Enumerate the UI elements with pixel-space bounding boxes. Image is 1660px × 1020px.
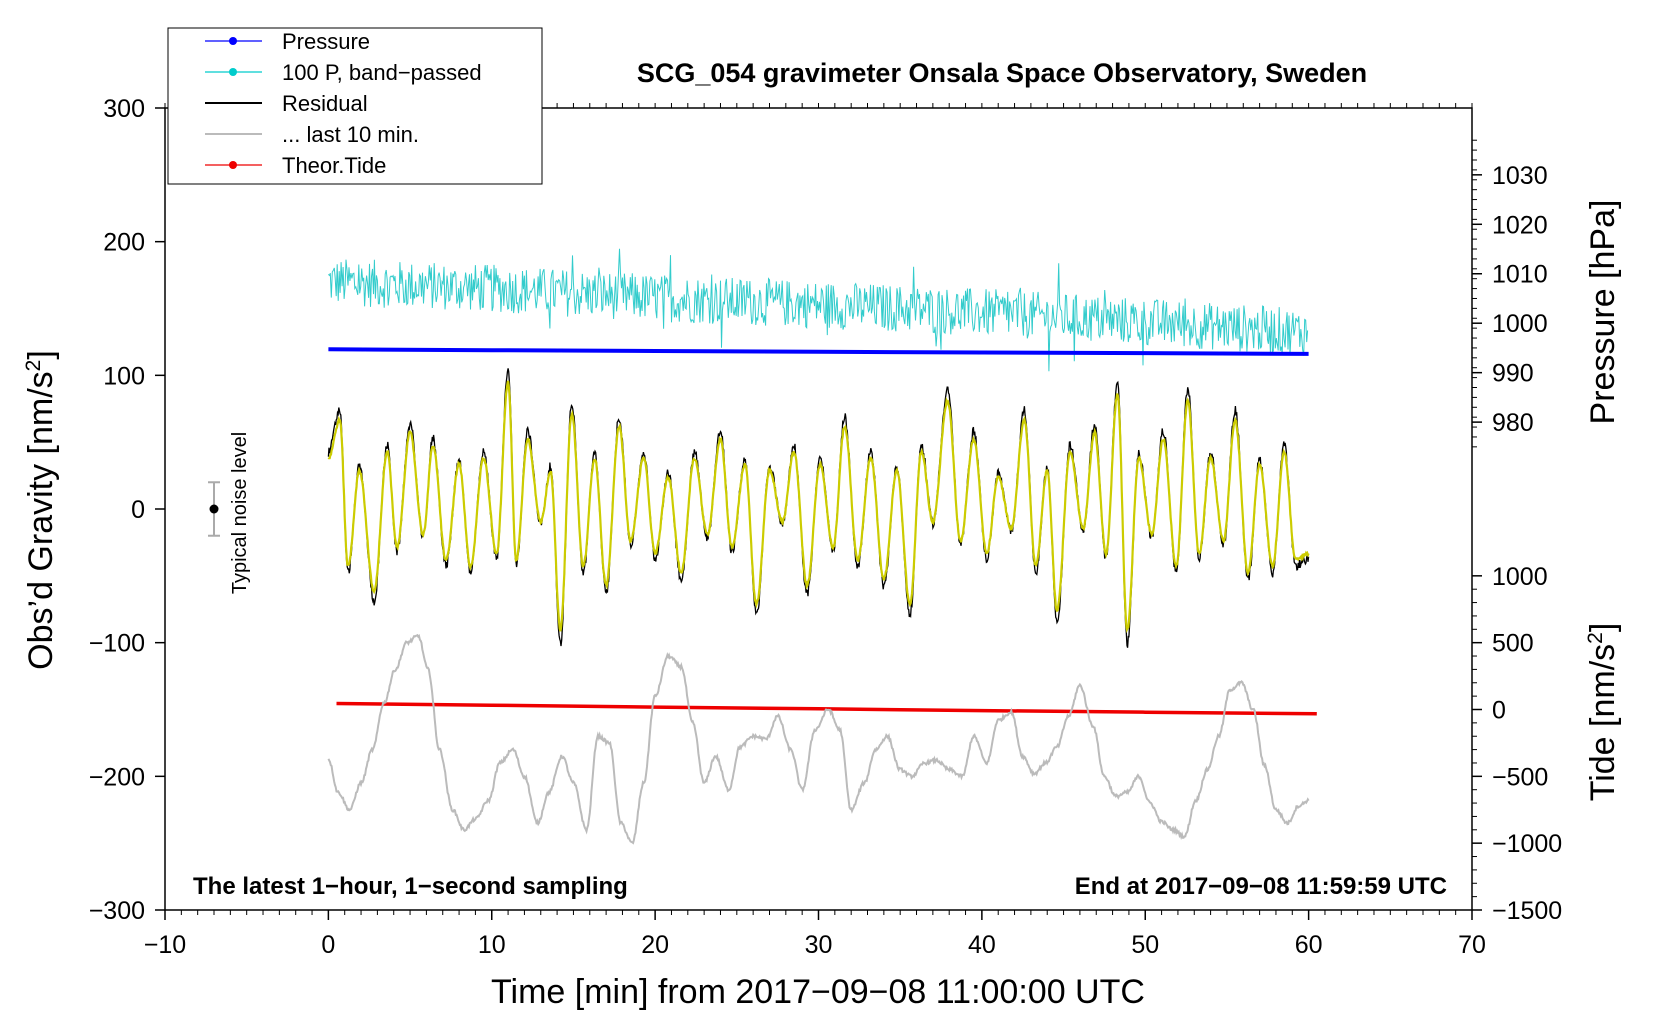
- y-axis-ticks: −300 −200 −100 0 100 200 300: [89, 95, 165, 925]
- last-10-min-line: [327, 633, 1310, 845]
- tide-tick-label: −1500: [1492, 897, 1562, 925]
- y-tick-label: −100: [89, 630, 145, 658]
- residual-line: [327, 368, 1310, 648]
- smoothed-residual-line: [327, 380, 1310, 634]
- tide-axis-ticks: −1500 −1000 −500 0 500 1000: [1472, 563, 1562, 925]
- legend-marker: [229, 37, 237, 45]
- x-tick-label: 10: [478, 931, 506, 959]
- tide-tick-label: −500: [1492, 763, 1548, 791]
- tide-axis-title-close: ]: [1584, 623, 1622, 632]
- pressure-axis-ticks: 980 990 1000 1010 1020 1030: [1472, 139, 1548, 448]
- band-passed-pressure-line: [328, 248, 1309, 372]
- x-tick-label: 40: [968, 931, 996, 959]
- x-tick-label: 70: [1458, 931, 1486, 959]
- x-tick-label: 30: [805, 931, 833, 959]
- y-tick-label: −200: [89, 763, 145, 791]
- tide-axis-title-sup: 2: [1584, 632, 1607, 644]
- y-tick-label: 0: [131, 496, 145, 524]
- y-axis-title-main: Obs’d Gravity [nm/s: [22, 371, 60, 670]
- legend-label: ... last 10 min.: [282, 122, 419, 147]
- x-tick-label: 50: [1131, 931, 1159, 959]
- pressure-tick-label: 1010: [1492, 261, 1548, 289]
- x-tick-label: 20: [641, 931, 669, 959]
- tide-tick-label: 1000: [1492, 563, 1548, 591]
- note-left: The latest 1−hour, 1−second sampling: [193, 873, 628, 900]
- x-tick-label: 0: [321, 931, 335, 959]
- y-axis-title-close: ]: [22, 350, 60, 359]
- theoretical-tide-line: [336, 701, 1317, 716]
- x-tick-label: −10: [144, 931, 186, 959]
- y-tick-label: 300: [103, 95, 145, 123]
- y-axis-title-sup: 2: [22, 360, 45, 372]
- y-axis-title: Obs’d Gravity [nm/s2]: [22, 350, 60, 670]
- noise-indicator: Typical noise level: [208, 432, 251, 594]
- x-axis-ticks: −10 0 10 20 30 40 50 60 70: [144, 910, 1486, 959]
- legend-marker: [229, 68, 237, 76]
- y-tick-label: −300: [89, 897, 145, 925]
- pressure-tick-label: 980: [1492, 409, 1534, 437]
- legend-marker: [229, 161, 237, 169]
- y-tick-label: 100: [103, 362, 145, 390]
- legend-label: Pressure: [282, 29, 370, 54]
- x-tick-label: 60: [1295, 931, 1323, 959]
- tide-tick-label: 0: [1492, 697, 1506, 725]
- pressure-tick-label: 1020: [1492, 211, 1548, 239]
- pressure-line: [328, 347, 1309, 356]
- noise-center-dot: [209, 504, 219, 514]
- chart-title: SCG_054 gravimeter Onsala Space Observat…: [637, 58, 1367, 88]
- tide-tick-label: 500: [1492, 630, 1534, 658]
- pressure-tick-label: 1000: [1492, 310, 1548, 338]
- legend-label: 100 P, band−passed: [282, 60, 482, 85]
- pressure-axis-title: Pressure [hPa]: [1584, 200, 1622, 425]
- pressure-tick-label: 990: [1492, 360, 1534, 388]
- legend-label: Residual: [282, 91, 368, 116]
- note-right: End at 2017−09−08 11:59:59 UTC: [1075, 873, 1447, 900]
- series-layer: [327, 248, 1317, 845]
- y-tick-label: 200: [103, 229, 145, 257]
- tide-axis-title-main: Tide [nm/s: [1584, 644, 1622, 801]
- legend: Pressure 100 P, band−passed Residual ... la…: [167, 27, 543, 185]
- pressure-tick-label: 1030: [1492, 162, 1548, 190]
- x-axis-title: Time [min] from 2017−09−08 11:00:00 UTC: [491, 973, 1145, 1011]
- noise-label: Typical noise level: [229, 432, 251, 594]
- plot-frame: [164, 107, 1473, 911]
- tide-axis-title: Tide [nm/s2]: [1584, 623, 1622, 802]
- tide-tick-label: −1000: [1492, 830, 1562, 858]
- legend-box: [167, 27, 543, 185]
- legend-label: Theor.Tide: [282, 153, 386, 178]
